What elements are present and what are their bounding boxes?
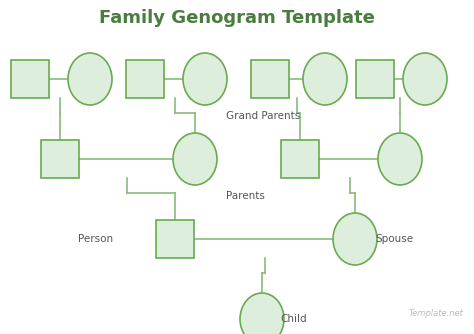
Text: Child: Child <box>280 314 307 324</box>
Ellipse shape <box>378 133 422 185</box>
Text: Grand Parents: Grand Parents <box>226 111 300 121</box>
Bar <box>11 60 49 98</box>
Ellipse shape <box>68 53 112 105</box>
Ellipse shape <box>403 53 447 105</box>
Bar <box>251 60 289 98</box>
Ellipse shape <box>333 213 377 265</box>
Ellipse shape <box>173 133 217 185</box>
Bar <box>126 60 164 98</box>
Text: Template.net: Template.net <box>409 310 464 319</box>
Text: Spouse: Spouse <box>375 234 413 244</box>
Bar <box>281 140 319 178</box>
Bar <box>156 220 194 258</box>
Text: Parents: Parents <box>226 191 265 201</box>
Ellipse shape <box>240 293 284 334</box>
Ellipse shape <box>303 53 347 105</box>
Text: Person: Person <box>78 234 113 244</box>
Bar <box>356 60 394 98</box>
Bar <box>41 140 79 178</box>
Text: Family Genogram Template: Family Genogram Template <box>99 9 375 27</box>
Ellipse shape <box>183 53 227 105</box>
